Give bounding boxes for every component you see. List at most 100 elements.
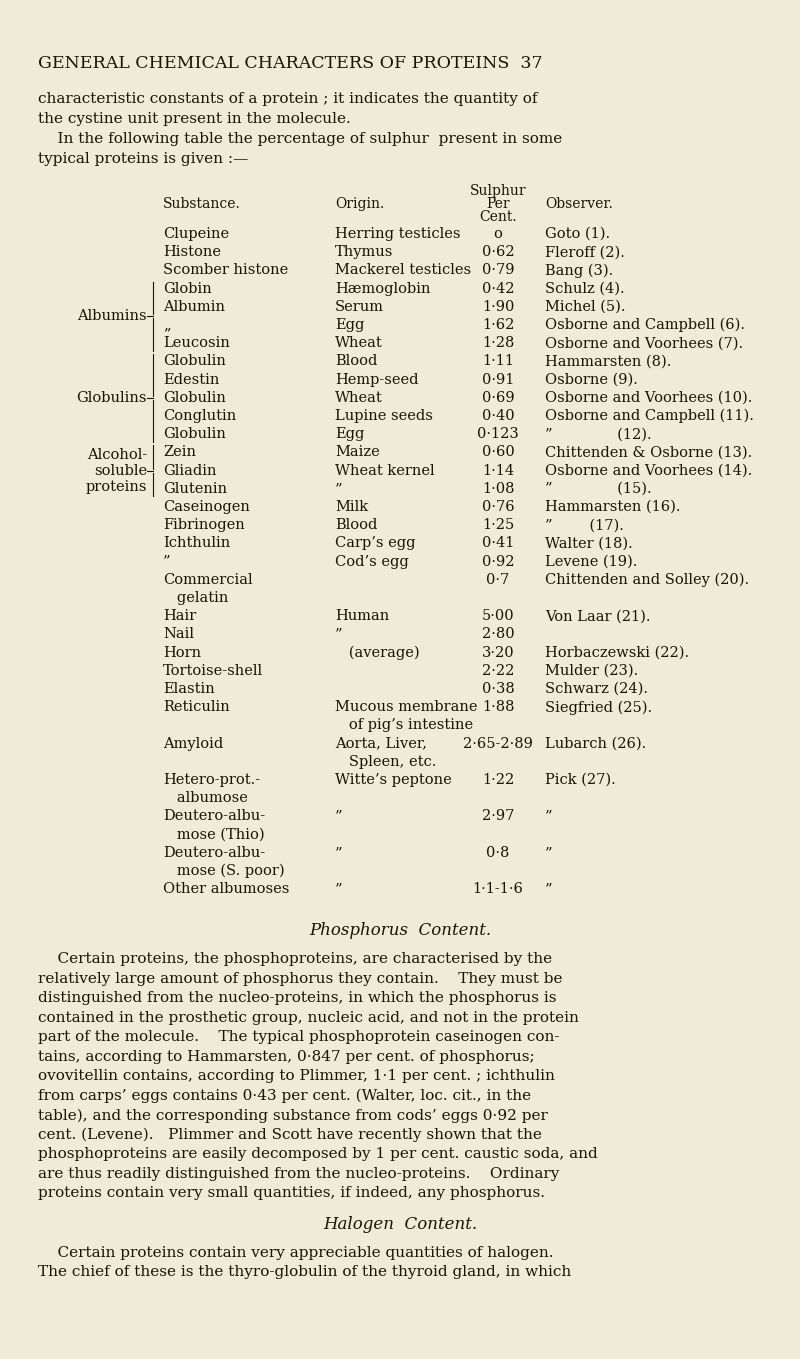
Text: Osborne and Voorhees (7).: Osborne and Voorhees (7). (545, 336, 743, 351)
Text: 1·90: 1·90 (482, 300, 514, 314)
Text: 1·14: 1·14 (482, 463, 514, 477)
Text: Cent.: Cent. (479, 211, 517, 224)
Text: Lupine seeds: Lupine seeds (335, 409, 433, 423)
Text: are thus readily distinguished from the nucleo-proteins.    Ordinary: are thus readily distinguished from the … (38, 1167, 559, 1181)
Text: Hæmoglobin: Hæmoglobin (335, 281, 430, 296)
Text: albumose: albumose (163, 791, 248, 805)
Text: 2·97: 2·97 (482, 810, 514, 824)
Text: Nail: Nail (163, 628, 194, 641)
Text: typical proteins is given :—: typical proteins is given :— (38, 152, 248, 166)
Text: 1·11: 1·11 (482, 355, 514, 368)
Text: 0·79: 0·79 (482, 264, 514, 277)
Text: ”: ” (335, 482, 342, 496)
Text: Mulder (23).: Mulder (23). (545, 663, 638, 678)
Text: ”: ” (335, 845, 342, 860)
Text: Siegfried (25).: Siegfried (25). (545, 700, 652, 715)
Text: Blood: Blood (335, 355, 378, 368)
Text: Maize: Maize (335, 446, 380, 459)
Text: part of the molecule.    The typical phosphoprotein caseinogen con-: part of the molecule. The typical phosph… (38, 1030, 559, 1045)
Text: Mucous membrane: Mucous membrane (335, 700, 478, 715)
Text: 1·28: 1·28 (482, 336, 514, 351)
Text: Zein: Zein (163, 446, 196, 459)
Text: characteristic constants of a protein ; it indicates the quantity of: characteristic constants of a protein ; … (38, 92, 538, 106)
Text: Deutero-albu-: Deutero-albu- (163, 845, 265, 860)
Text: proteins contain very small quantities, if indeed, any phosphorus.: proteins contain very small quantities, … (38, 1186, 545, 1200)
Text: Hemp-seed: Hemp-seed (335, 372, 418, 386)
Text: Lubarch (26).: Lubarch (26). (545, 737, 646, 750)
Text: 0·60: 0·60 (482, 446, 514, 459)
Text: Edestin: Edestin (163, 372, 219, 386)
Text: Albumin: Albumin (163, 300, 225, 314)
Text: Spleen, etc.: Spleen, etc. (335, 754, 436, 769)
Text: 1·1-1·6: 1·1-1·6 (473, 882, 523, 896)
Text: Mackerel testicles: Mackerel testicles (335, 264, 471, 277)
Text: Observer.: Observer. (545, 197, 613, 211)
Text: Histone: Histone (163, 245, 221, 260)
Text: 0·92: 0·92 (482, 554, 514, 568)
Text: Deutero-albu-: Deutero-albu- (163, 810, 265, 824)
Text: 1·88: 1·88 (482, 700, 514, 715)
Text: Globulins: Globulins (77, 391, 147, 405)
Text: from carps’ eggs contains 0·43 per cent. (Walter, loc. cit., in the: from carps’ eggs contains 0·43 per cent.… (38, 1089, 531, 1104)
Text: 5·00: 5·00 (482, 609, 514, 624)
Text: phosphoproteins are easily decomposed by 1 per cent. caustic soda, and: phosphoproteins are easily decomposed by… (38, 1147, 598, 1162)
Text: „: „ (163, 318, 170, 332)
Text: Ichthulin: Ichthulin (163, 537, 230, 550)
Text: Certain proteins, the phosphoproteins, are characterised by the: Certain proteins, the phosphoproteins, a… (38, 953, 552, 966)
Text: ”              (15).: ” (15). (545, 482, 652, 496)
Text: Schwarz (24).: Schwarz (24). (545, 682, 648, 696)
Text: Hammarsten (8).: Hammarsten (8). (545, 355, 671, 368)
Text: Osborne and Campbell (6).: Osborne and Campbell (6). (545, 318, 745, 333)
Text: 1·62: 1·62 (482, 318, 514, 332)
Text: GENERAL CHEMICAL CHARACTERS OF PROTEINS  37: GENERAL CHEMICAL CHARACTERS OF PROTEINS … (38, 54, 542, 72)
Text: Fibrinogen: Fibrinogen (163, 518, 245, 533)
Text: proteins: proteins (86, 480, 147, 493)
Text: distinguished from the nucleo-proteins, in which the phosphorus is: distinguished from the nucleo-proteins, … (38, 992, 557, 1006)
Text: relatively large amount of phosphorus they contain.    They must be: relatively large amount of phosphorus th… (38, 972, 562, 985)
Text: Alcohol-: Alcohol- (86, 448, 147, 462)
Text: Goto (1).: Goto (1). (545, 227, 610, 241)
Text: Osborne and Campbell (11).: Osborne and Campbell (11). (545, 409, 754, 424)
Text: Osborne and Voorhees (10).: Osborne and Voorhees (10). (545, 391, 752, 405)
Text: ”        (17).: ” (17). (545, 518, 624, 533)
Text: Herring testicles: Herring testicles (335, 227, 461, 241)
Text: 0·123: 0·123 (477, 427, 519, 442)
Text: Hair: Hair (163, 609, 196, 624)
Text: Serum: Serum (335, 300, 384, 314)
Text: Origin.: Origin. (335, 197, 384, 211)
Text: mose (S. poor): mose (S. poor) (163, 864, 285, 878)
Text: Gliadin: Gliadin (163, 463, 217, 477)
Text: gelatin: gelatin (163, 591, 228, 605)
Text: mose (Thio): mose (Thio) (163, 828, 265, 841)
Text: Globin: Globin (163, 281, 212, 296)
Text: Milk: Milk (335, 500, 368, 514)
Text: Thymus: Thymus (335, 245, 394, 260)
Text: Substance.: Substance. (163, 197, 241, 211)
Text: Wheat: Wheat (335, 336, 382, 351)
Text: ”: ” (163, 554, 170, 568)
Text: Conglutin: Conglutin (163, 409, 236, 423)
Text: 2·80: 2·80 (482, 628, 514, 641)
Text: Globulin: Globulin (163, 391, 226, 405)
Text: (average): (average) (335, 646, 420, 660)
Text: contained in the prosthetic group, nucleic acid, and not in the protein: contained in the prosthetic group, nucle… (38, 1011, 579, 1025)
Text: of pig’s intestine: of pig’s intestine (335, 719, 473, 733)
Text: Human: Human (335, 609, 390, 624)
Text: Per: Per (486, 197, 510, 211)
Text: 0·76: 0·76 (482, 500, 514, 514)
Text: Chittenden and Solley (20).: Chittenden and Solley (20). (545, 572, 749, 587)
Text: Glutenin: Glutenin (163, 482, 227, 496)
Text: ”: ” (335, 810, 342, 824)
Text: 0·91: 0·91 (482, 372, 514, 386)
Text: Leucosin: Leucosin (163, 336, 230, 351)
Text: Osborne (9).: Osborne (9). (545, 372, 638, 386)
Text: 2·65-2·89: 2·65-2·89 (463, 737, 533, 750)
Text: 0·7: 0·7 (486, 572, 510, 587)
Text: Schulz (4).: Schulz (4). (545, 281, 625, 296)
Text: ”: ” (335, 882, 342, 896)
Text: Scomber histone: Scomber histone (163, 264, 288, 277)
Text: 1·08: 1·08 (482, 482, 514, 496)
Text: Elastin: Elastin (163, 682, 214, 696)
Text: Pick (27).: Pick (27). (545, 773, 616, 787)
Text: Globulin: Globulin (163, 355, 226, 368)
